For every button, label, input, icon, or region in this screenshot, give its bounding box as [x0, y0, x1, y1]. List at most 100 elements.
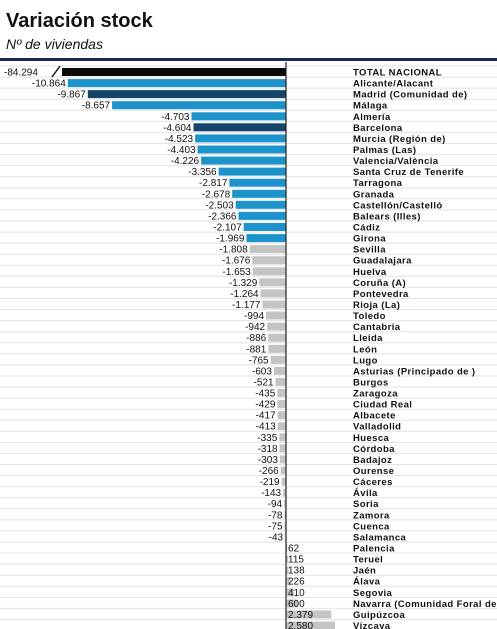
value-label: -603 [252, 366, 272, 377]
bar [277, 389, 286, 397]
bar [277, 411, 286, 420]
value-label: -942 [245, 322, 265, 333]
bar [260, 289, 286, 298]
category-label: Ciudad Real [353, 400, 412, 411]
bar [267, 322, 286, 331]
value-label: -143 [261, 488, 281, 499]
value-label: -1.329 [229, 278, 258, 289]
value-label: -2.817 [199, 178, 228, 189]
bar [252, 267, 286, 276]
category-label: Santa Cruz de Tenerife [353, 167, 464, 178]
value-label: -2.366 [208, 211, 237, 222]
category-label: Cuenca [353, 521, 390, 532]
bar [277, 400, 286, 409]
category-label: Lugo [353, 355, 378, 366]
bar [249, 245, 286, 254]
bar [286, 577, 291, 586]
bar [238, 211, 286, 220]
bar [268, 344, 286, 353]
category-label: Valladolid [353, 422, 401, 433]
value-label: -886 [246, 333, 266, 344]
category-label: Granada [353, 189, 395, 200]
value-label: -43 [269, 532, 284, 543]
category-label: Girona [353, 234, 386, 245]
value-label: -335 [257, 433, 277, 444]
bar [67, 79, 286, 88]
category-label: Málaga [353, 101, 388, 112]
bar [191, 112, 286, 121]
bar [273, 366, 286, 375]
category-label: Álava [353, 577, 381, 588]
category-label: Ourense [353, 466, 394, 477]
category-label: Palencia [353, 544, 395, 555]
bar [286, 599, 298, 608]
value-label: -8.657 [82, 101, 111, 112]
category-label: Guadalajara [353, 256, 412, 267]
category-label: Cádiz [353, 223, 380, 234]
value-label: -4.604 [163, 123, 192, 134]
value-label: -10.864 [32, 79, 66, 90]
category-label: Soria [353, 499, 379, 510]
category-label: Albacete [353, 411, 396, 422]
bar [284, 510, 286, 519]
value-label: -1.808 [219, 245, 248, 256]
value-label: -435 [255, 389, 275, 400]
category-label: Badajoz [353, 455, 392, 466]
bar [281, 477, 286, 486]
value-label: -4.703 [161, 112, 190, 123]
bar [243, 223, 286, 231]
value-label: 2.379 [288, 610, 313, 621]
bar [283, 488, 286, 497]
category-label: Toledo [353, 311, 386, 322]
category-label: Palmas (Las) [353, 145, 416, 156]
bar [193, 123, 286, 132]
category-label: Vizcaya [353, 621, 391, 629]
value-label: -521 [253, 378, 273, 389]
value-label: -94 [268, 499, 283, 510]
category-label: Salamanca [353, 532, 407, 543]
category-label: Cantabria [353, 322, 401, 333]
category-label: Lleida [353, 333, 383, 344]
value-label: -266 [259, 466, 279, 477]
category-label: Guipúzcoa [353, 610, 405, 621]
value-label: -2.107 [213, 223, 242, 234]
value-label: -417 [256, 411, 276, 422]
category-label: Asturias (Principado de ) [353, 366, 475, 377]
bar [87, 90, 286, 99]
bar [277, 422, 286, 431]
category-label: Murcia (Región de) [353, 134, 446, 145]
value-label: 138 [288, 566, 305, 577]
category-label: Pontevedra [353, 289, 409, 300]
value-label: -765 [249, 355, 269, 366]
category-label: Huelva [353, 267, 387, 278]
category-label: Madrid (Comunidad de) [353, 90, 467, 101]
category-label: Barcelona [353, 123, 403, 134]
category-label: Jaén [353, 566, 376, 577]
bar [195, 134, 286, 143]
title-rule [0, 58, 497, 61]
value-label: -318 [258, 444, 278, 455]
bar [268, 333, 286, 342]
value-label: -1.264 [230, 289, 259, 300]
bar [279, 444, 286, 453]
value-label: -429 [255, 400, 275, 411]
category-label: TOTAL NACIONAL [353, 68, 442, 79]
bar [280, 466, 286, 475]
bar [262, 300, 286, 309]
category-label: Burgos [353, 378, 389, 389]
bar [279, 455, 286, 464]
value-label: 2.580 [288, 621, 313, 629]
value-label: -84.294 [4, 68, 38, 79]
bar [197, 145, 286, 154]
value-label: -1.676 [222, 256, 251, 267]
category-label: Alicante/Alacant [353, 79, 434, 90]
category-label: Córdoba [353, 444, 395, 455]
bar [218, 167, 286, 176]
value-label: -2.503 [205, 200, 234, 211]
value-label: -3.356 [188, 167, 217, 178]
category-label: Sevilla [353, 245, 386, 256]
bar [252, 256, 286, 265]
value-label: -994 [244, 311, 264, 322]
category-label: Tarragona [353, 178, 403, 189]
